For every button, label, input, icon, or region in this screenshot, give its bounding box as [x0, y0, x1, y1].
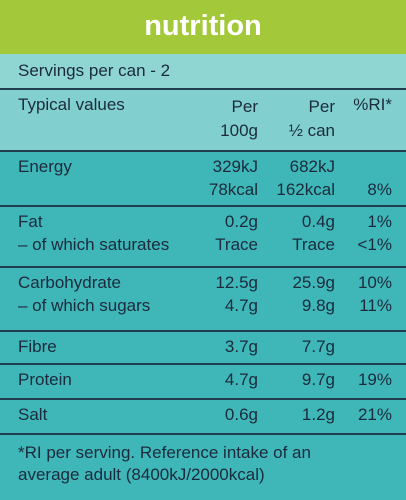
cell: 4.7g [224, 296, 258, 315]
servings-band: Servings per can - 2 [0, 54, 406, 88]
cell: 10% [357, 273, 392, 292]
column-header: ½ can [288, 121, 335, 140]
cell: Trace [215, 235, 258, 254]
cell: 162kcal [276, 180, 335, 199]
footnote-line: average adult (8400kJ/2000kcal) [18, 465, 265, 484]
separator [0, 205, 406, 207]
table-row: Protein 4.7g 9.7g 19% [0, 365, 406, 398]
separator [0, 150, 406, 152]
cell: 11% [359, 296, 392, 315]
column-header: Per [308, 97, 335, 116]
cell: 21% [357, 405, 392, 424]
separator [0, 363, 406, 365]
separator [0, 398, 406, 400]
column-header: Typical values [18, 95, 125, 114]
cell: 78kcal [208, 180, 258, 199]
cell: 9.8g [301, 296, 335, 315]
table-row: Fibre 3.7g 7.7g [0, 332, 406, 363]
separator [0, 88, 406, 90]
servings: Servings per can - 2 [18, 61, 171, 80]
row-label: Protein [18, 370, 72, 389]
cell: Trace [292, 235, 335, 254]
cell: 8% [367, 180, 392, 199]
cell: 4.7g [224, 370, 258, 389]
column-header: %RI* [353, 95, 392, 114]
cell: 0.4g [301, 212, 335, 231]
cell: 329kJ [212, 157, 258, 176]
row-label: – of which sugars [18, 296, 151, 315]
cell: 12.5g [215, 273, 258, 292]
header-row: Typical values Per 100g Per ½ can %RI* [0, 90, 406, 150]
separator [0, 266, 406, 268]
table-row: Salt 0.6g 1.2g 21% [0, 400, 406, 433]
separator [0, 330, 406, 332]
cell: 1.2g [301, 405, 335, 424]
footnote-line: *RI per serving. Reference intake of an [18, 443, 311, 462]
row-label: – of which saturates [18, 235, 170, 254]
cell: 0.6g [224, 405, 258, 424]
cell: 19% [357, 370, 392, 389]
title: nutrition [144, 10, 262, 42]
column-header: Per [231, 97, 258, 116]
table-row: Fat 0.2g 0.4g 1% – of which saturates Trace Tr… [0, 207, 406, 266]
row-label: Energy [18, 157, 72, 176]
cell: 1% [367, 212, 392, 231]
cell: 3.7g [224, 337, 258, 356]
row-label: Fat [18, 212, 43, 231]
cell: 7.7g [301, 337, 335, 356]
row-label: Carbohydrate [18, 273, 122, 292]
title-band: nutrition [0, 0, 406, 54]
cell: 0.2g [224, 212, 258, 231]
column-header: 100g [220, 121, 258, 140]
separator [0, 433, 406, 435]
cell: 682kJ [289, 157, 335, 176]
table-row: Energy 329kJ 682kJ 78kcal 162kcal 8% [0, 152, 406, 205]
row-label: Fibre [18, 337, 57, 356]
table-row: Carbohydrate 12.5g 25.9g 10% – of which suga… [0, 268, 406, 330]
cell: 9.7g [301, 370, 335, 389]
cell: <1% [357, 235, 393, 254]
cell: 25.9g [292, 273, 335, 292]
row-label: Salt [18, 405, 48, 424]
